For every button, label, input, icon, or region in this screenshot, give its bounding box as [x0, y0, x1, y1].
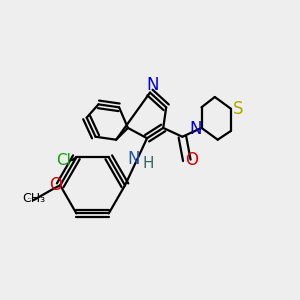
Text: H: H	[143, 156, 154, 171]
Text: N: N	[189, 120, 202, 138]
Text: N: N	[147, 76, 159, 94]
Text: O: O	[49, 176, 62, 194]
Text: Cl: Cl	[56, 153, 70, 168]
Text: methoxy: methoxy	[28, 198, 34, 199]
Text: CH₃: CH₃	[22, 192, 45, 205]
Text: S: S	[233, 100, 244, 118]
Text: O: O	[185, 151, 198, 169]
Text: N: N	[128, 150, 140, 168]
